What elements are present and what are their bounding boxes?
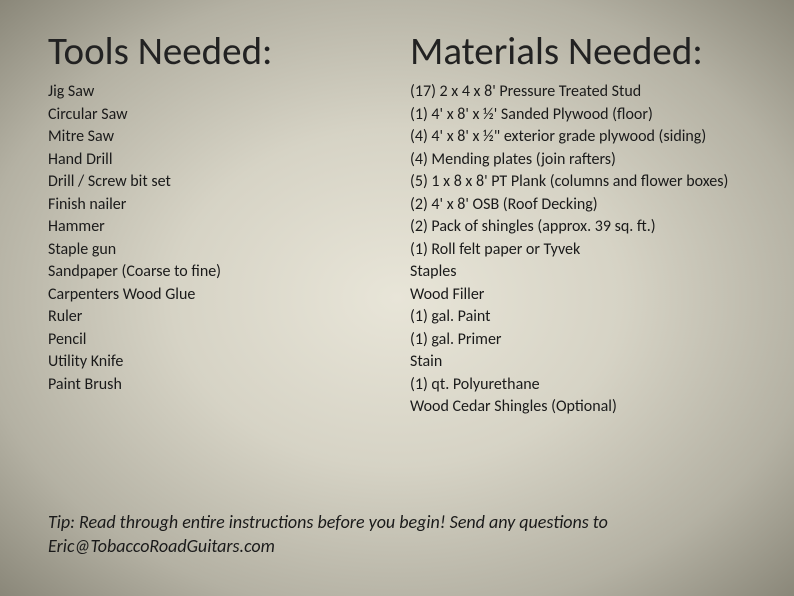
materials-list: (17) 2 x 4 x 8' Pressure Treated Stud (1… xyxy=(410,81,754,419)
page: Tools Needed: Jig Saw Circular Saw Mitre… xyxy=(0,0,794,596)
list-item: (4) 4' x 8' x ½" exterior grade plywood … xyxy=(410,126,754,149)
list-item: Ruler xyxy=(48,306,410,329)
list-item: (2) Pack of shingles (approx. 39 sq. ft.… xyxy=(410,216,754,239)
list-item: Sandpaper (Coarse to fine) xyxy=(48,261,410,284)
list-item: Carpenters Wood Glue xyxy=(48,284,410,307)
list-item: (1) 4' x 8' x ½' Sanded Plywood (floor) xyxy=(410,104,754,127)
tools-heading: Tools Needed: xyxy=(48,28,410,75)
list-item: Staple gun xyxy=(48,239,410,262)
list-item: Hammer xyxy=(48,216,410,239)
materials-heading: Materials Needed: xyxy=(410,28,754,75)
list-item: (17) 2 x 4 x 8' Pressure Treated Stud xyxy=(410,81,754,104)
tools-column: Tools Needed: Jig Saw Circular Saw Mitre… xyxy=(48,28,410,470)
list-item: Wood Cedar Shingles (Optional) xyxy=(410,396,754,419)
list-item: Hand Drill xyxy=(48,149,410,172)
list-item: Paint Brush xyxy=(48,374,410,397)
list-item: (1) qt. Polyurethane xyxy=(410,374,754,397)
list-item: Finish nailer xyxy=(48,194,410,217)
columns-container: Tools Needed: Jig Saw Circular Saw Mitre… xyxy=(48,28,754,470)
list-item: (1) Roll felt paper or Tyvek xyxy=(410,239,754,262)
list-item: Stain xyxy=(410,351,754,374)
list-item: Mitre Saw xyxy=(48,126,410,149)
list-item: (5) 1 x 8 x 8' PT Plank (columns and flo… xyxy=(410,171,754,194)
list-item: (1) gal. Primer xyxy=(410,329,754,352)
tools-list: Jig Saw Circular Saw Mitre Saw Hand Dril… xyxy=(48,81,410,396)
list-item: Utility Knife xyxy=(48,351,410,374)
list-item: Wood Filler xyxy=(410,284,754,307)
list-item: Jig Saw xyxy=(48,81,410,104)
list-item: (2) 4' x 8' OSB (Roof Decking) xyxy=(410,194,754,217)
list-item: Pencil xyxy=(48,329,410,352)
list-item: Staples xyxy=(410,261,754,284)
list-item: (1) gal. Paint xyxy=(410,306,754,329)
list-item: (4) Mending plates (join rafters) xyxy=(410,149,754,172)
list-item: Circular Saw xyxy=(48,104,410,127)
list-item: Drill / Screw bit set xyxy=(48,171,410,194)
materials-column: Materials Needed: (17) 2 x 4 x 8' Pressu… xyxy=(410,28,754,470)
tip-text: Tip: Read through entire instructions be… xyxy=(48,510,754,558)
